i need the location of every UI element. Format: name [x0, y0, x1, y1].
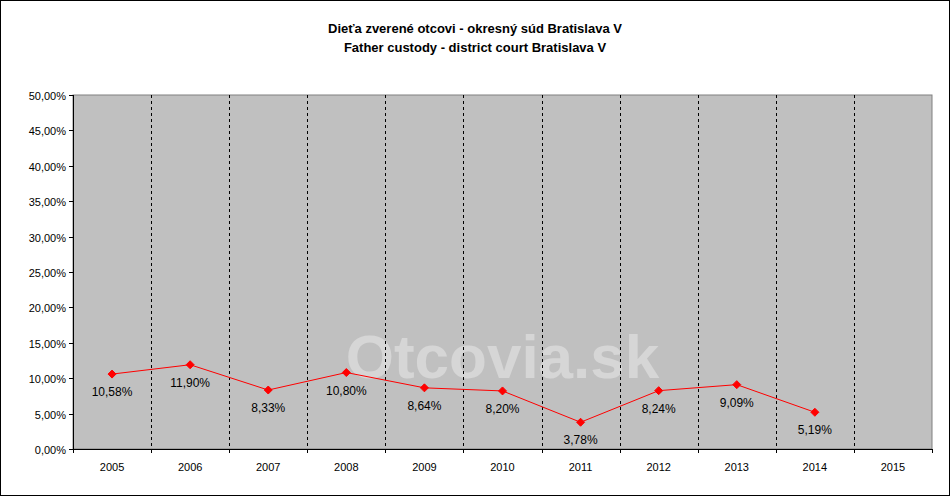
y-tick — [69, 449, 73, 450]
category-grid-line — [463, 95, 464, 449]
data-label: 11,90% — [170, 376, 210, 390]
y-tick — [69, 166, 73, 167]
x-tick — [620, 449, 621, 453]
series-group — [108, 361, 819, 426]
y-tick — [69, 343, 73, 344]
y-tick — [69, 130, 73, 131]
y-tick — [69, 237, 73, 238]
category-grid-line — [776, 95, 777, 449]
x-tick-label: 2014 — [803, 461, 827, 473]
x-tick — [151, 449, 152, 453]
category-grid-line — [854, 95, 855, 449]
chart-container: Dieťa zverené otcovi - okresný súd Brati… — [0, 0, 950, 496]
category-grid-line — [698, 95, 699, 449]
watermark: Otcovia.sk — [346, 322, 660, 391]
x-tick — [932, 449, 933, 453]
chart-svg: Dieťa zverené otcovi - okresný súd Brati… — [0, 0, 950, 496]
chart-frame — [1, 1, 950, 496]
x-tick — [854, 449, 855, 453]
y-tick-label: 45,00% — [29, 125, 67, 137]
data-label: 8,33% — [251, 401, 285, 415]
x-tick — [776, 449, 777, 453]
marker — [499, 387, 507, 395]
data-label: 3,78% — [564, 433, 598, 447]
y-axis-line — [73, 95, 74, 449]
y-tick-label: 25,00% — [29, 267, 67, 279]
marker — [577, 418, 585, 426]
x-tick-label: 2007 — [256, 461, 280, 473]
data-label: 8,20% — [485, 402, 519, 416]
x-tick-label: 2010 — [490, 461, 514, 473]
x-tick — [698, 449, 699, 453]
y-tick-label: 5,00% — [35, 409, 66, 421]
x-tick-label: 2015 — [881, 461, 905, 473]
x-tick-label: 2009 — [412, 461, 436, 473]
marker — [108, 370, 116, 378]
x-tick — [307, 449, 308, 453]
category-grid-line — [385, 95, 386, 449]
y-tick-label: 10,00% — [29, 373, 67, 385]
x-tick-label: 2008 — [334, 461, 358, 473]
subtitle: Father custody - district court Bratisla… — [344, 40, 607, 55]
series-line — [112, 365, 815, 422]
marker — [264, 386, 272, 394]
category-grid-line — [542, 95, 543, 449]
x-tick-label: 2013 — [725, 461, 749, 473]
x-tick-label: 2011 — [569, 461, 593, 473]
x-tick-label: 2012 — [646, 461, 670, 473]
x-axis-line — [73, 449, 932, 450]
y-tick — [69, 307, 73, 308]
y-tick-label: 20,00% — [29, 302, 67, 314]
marker — [342, 369, 350, 377]
y-tick — [69, 201, 73, 202]
category-grid-line — [229, 95, 230, 449]
plot-area — [73, 95, 932, 449]
x-tick-label: 2006 — [178, 461, 202, 473]
data-label: 8,24% — [642, 402, 676, 416]
y-tick-label: 40,00% — [29, 161, 67, 173]
y-tick-label: 15,00% — [29, 338, 67, 350]
marker — [420, 384, 428, 392]
x-tick — [229, 449, 230, 453]
marker — [186, 361, 194, 369]
x-tick — [385, 449, 386, 453]
y-tick — [69, 272, 73, 273]
y-tick — [69, 414, 73, 415]
marker — [655, 387, 663, 395]
data-label: 10,58% — [92, 385, 133, 399]
data-label: 8,64% — [407, 399, 441, 413]
y-tick-label: 50,00% — [29, 90, 67, 102]
category-grid-line — [151, 95, 152, 449]
x-tick-label: 2005 — [100, 461, 124, 473]
title: Dieťa zverené otcovi - okresný súd Brati… — [328, 21, 622, 36]
data-label: 5,19% — [798, 423, 832, 437]
category-grid-line — [620, 95, 621, 449]
y-tick-label: 35,00% — [29, 196, 67, 208]
y-tick-label: 0,00% — [35, 444, 66, 456]
data-label: 9,09% — [720, 396, 754, 410]
data-label: 10,80% — [326, 384, 367, 398]
y-tick-label: 30,00% — [29, 232, 67, 244]
x-tick — [463, 449, 464, 453]
marker — [811, 408, 819, 416]
x-tick — [542, 449, 543, 453]
y-tick — [69, 95, 73, 96]
category-grid-line — [307, 95, 308, 449]
marker — [733, 381, 741, 389]
y-tick — [69, 378, 73, 379]
x-tick — [73, 449, 74, 453]
